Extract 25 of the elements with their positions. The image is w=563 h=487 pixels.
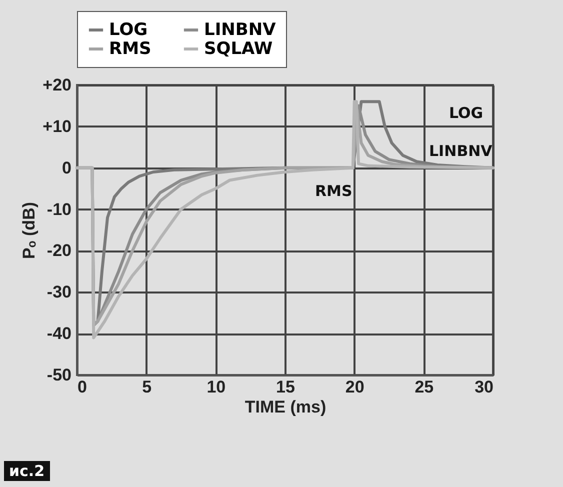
x-tick-label: 25 [414,378,434,396]
text: ис.2 [4,461,50,481]
x-tick-label: 20 [345,378,364,396]
annotation: LOG [449,104,484,122]
x-tick-label: 0 [78,378,87,396]
legend-label: LOG [109,20,148,40]
x-tick-label: 15 [276,378,295,396]
x-axis-title: TIME (ms) [244,398,326,416]
y-tick-label: +20 [42,76,72,94]
legend-label: SQLAW [204,39,273,59]
y-tick-label: -10 [46,200,72,219]
y-tick-label: -30 [46,282,72,302]
y-tick-label: +10 [42,116,72,136]
legend-label: LINBNV [204,20,277,40]
annotation: RMS [315,182,352,200]
y-axis-title: Pₒ (dB) [20,202,39,260]
x-tick-label: 30 [474,378,494,396]
y-tick-label: -50 [46,366,72,384]
annotation: LINBNV [429,142,493,160]
legend-label: RMS [109,39,152,59]
y-tick-label: 0 [62,158,72,178]
y-tick-label: -20 [46,241,72,260]
x-tick-label: 5 [142,378,152,396]
y-tick-label: -40 [46,324,72,344]
x-tick-label: 10 [206,378,226,396]
